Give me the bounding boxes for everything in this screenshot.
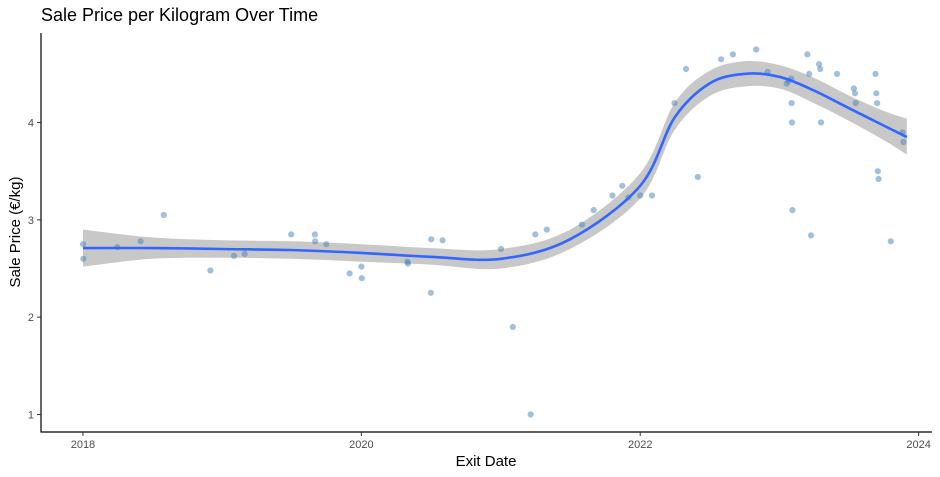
data-point-63 [900, 138, 907, 146]
data-point-57 [873, 90, 880, 97]
data-point-2 [80, 255, 87, 262]
data-point-61 [887, 238, 894, 245]
data-point-59 [874, 168, 881, 175]
data-points [79, 46, 907, 418]
data-point-15 [358, 275, 365, 282]
data-point-19 [428, 236, 435, 243]
axes [37, 33, 932, 436]
data-point-48 [808, 232, 815, 239]
data-point-18 [427, 289, 434, 296]
data-point-7 [230, 252, 238, 259]
data-point-38 [753, 46, 760, 53]
data-point-22 [509, 323, 516, 330]
x-axis-title: Exit Date [456, 453, 517, 470]
data-point-23 [527, 411, 534, 418]
data-point-35 [694, 173, 701, 181]
data-point-10 [311, 231, 318, 238]
data-point-55 [852, 100, 859, 107]
x-tick-label-2018: 2018 [71, 439, 95, 451]
chart-title: Sale Price per Kilogram Over Time [41, 5, 319, 25]
x-tick-label-2020: 2020 [349, 439, 373, 451]
smooth-line-path [82, 72, 908, 262]
data-point-60 [875, 175, 882, 183]
data-point-28 [609, 192, 616, 199]
data-point-9 [288, 231, 295, 238]
data-point-37 [729, 51, 737, 58]
data-point-54 [851, 90, 859, 97]
data-point-49 [816, 61, 823, 68]
data-point-5 [160, 211, 167, 219]
data-point-46 [804, 51, 811, 58]
data-point-20 [439, 237, 446, 244]
data-point-52 [833, 70, 841, 77]
data-point-21 [497, 245, 505, 253]
data-point-33 [671, 100, 678, 107]
data-point-6 [207, 267, 214, 274]
confidence-band [83, 60, 907, 270]
data-point-12 [323, 241, 330, 248]
data-point-51 [817, 119, 825, 126]
data-point-50 [817, 65, 824, 73]
data-point-4 [137, 238, 144, 245]
data-point-13 [346, 270, 353, 277]
y-axis-title: Sale Price (€/kg) [7, 177, 24, 288]
tick-labels: 2018 2020 2022 2024 1 2 3 4 [28, 118, 931, 451]
data-point-11 [312, 238, 319, 245]
data-point-26 [578, 221, 586, 228]
x-tick-label-2024: 2024 [906, 439, 930, 451]
y-tick-label-3: 3 [28, 215, 34, 227]
data-point-45 [789, 207, 796, 214]
data-point-1 [79, 241, 87, 248]
data-point-17 [404, 260, 411, 267]
data-point-47 [806, 70, 813, 77]
data-point-29 [619, 182, 626, 189]
data-point-14 [358, 263, 365, 270]
smooth-trend-line [82, 72, 908, 262]
data-point-32 [648, 192, 656, 199]
data-point-27 [590, 207, 597, 214]
y-tick-label-2: 2 [28, 312, 34, 324]
data-point-34 [682, 65, 690, 73]
data-point-43 [788, 100, 795, 107]
x-tick-label-2022: 2022 [628, 439, 652, 451]
data-point-24 [532, 231, 539, 238]
y-tick-label-1: 1 [28, 409, 34, 421]
data-point-36 [718, 56, 725, 63]
data-point-53 [850, 85, 857, 92]
y-tick-label-4: 4 [28, 118, 34, 130]
data-point-58 [874, 100, 881, 107]
data-point-31 [637, 192, 644, 199]
data-point-44 [788, 119, 796, 126]
data-point-25 [543, 226, 550, 233]
data-point-56 [872, 70, 879, 77]
confidence-band-area [83, 60, 907, 270]
data-point-8 [241, 250, 248, 257]
